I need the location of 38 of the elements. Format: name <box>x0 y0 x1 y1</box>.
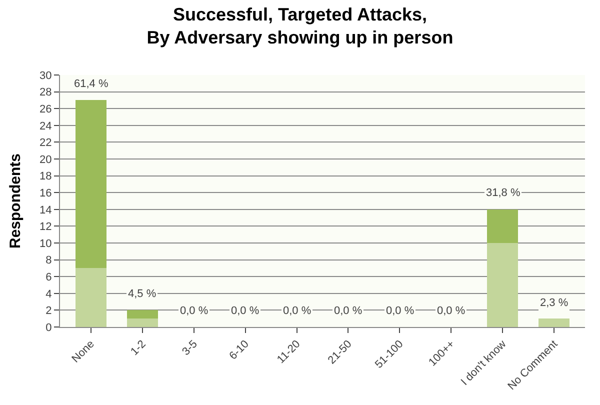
chart-title: Successful, Targeted Attacks, By Adversary showing up in person <box>146 4 454 48</box>
y-axis-title: Respondents <box>6 153 24 249</box>
annotation: 4,5 % <box>128 288 156 300</box>
y-tick-label: 8 <box>46 254 52 267</box>
annotation: 0,0 % <box>386 305 414 317</box>
y-tick-label: 18 <box>40 170 52 183</box>
y-tick-label: 4 <box>46 288 52 300</box>
annotation: 0,0 % <box>231 305 260 317</box>
x-tick-label: 1-2 <box>128 338 148 358</box>
x-tick-label: 6-10 <box>227 338 252 362</box>
bar <box>487 243 518 327</box>
y-tick-label: 30 <box>40 70 52 82</box>
y-tick-label: 16 <box>40 187 52 200</box>
y-tick-label: 0 <box>46 322 52 334</box>
y-tick-label: 14 <box>40 204 52 216</box>
y-tick-label: 12 <box>40 221 52 234</box>
y-tick-label: 22 <box>40 137 52 150</box>
y-tick-label: 26 <box>40 103 52 116</box>
bar <box>126 318 158 327</box>
y-tick-label: 6 <box>46 271 52 284</box>
annotation: 0,0 % <box>283 305 312 317</box>
y-tick-label: 10 <box>40 238 52 250</box>
bar <box>487 209 518 243</box>
annotation: 0,0 % <box>437 305 466 317</box>
bar <box>538 318 570 327</box>
annotation: 0,0 % <box>334 305 362 317</box>
x-tick-label: 3-5 <box>180 338 200 358</box>
annotation: 61,4 % <box>74 78 108 90</box>
bar <box>75 268 106 327</box>
annotation: 0,0 % <box>180 305 208 317</box>
y-tick-label: 28 <box>40 86 52 99</box>
bar <box>126 310 158 319</box>
annotation: 31,8 % <box>486 187 520 199</box>
y-tick-label: 2 <box>46 305 52 318</box>
y-tick-label: 24 <box>40 120 52 132</box>
annotation: 2,3 % <box>540 297 568 309</box>
bar <box>75 100 106 268</box>
y-tick-label: 20 <box>40 154 52 166</box>
